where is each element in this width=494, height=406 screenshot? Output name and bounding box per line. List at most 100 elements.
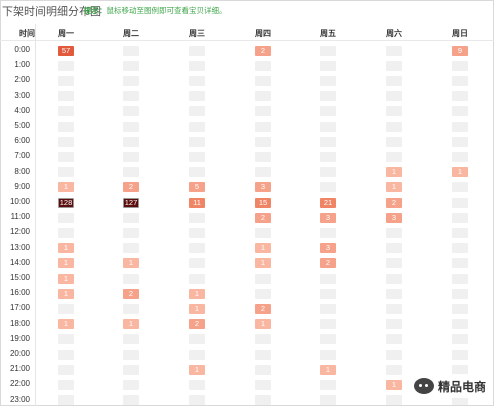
heatmap-cell-empty — [386, 75, 402, 86]
heatmap-cell-empty — [386, 243, 402, 254]
hour-label: 14:00 — [9, 257, 30, 267]
heatmap-cell[interactable]: 2 — [320, 258, 336, 269]
heatmap-cell[interactable]: 3 — [386, 212, 402, 223]
heatmap-cell[interactable]: 1 — [58, 243, 74, 254]
heatmap-cell[interactable]: 1 — [123, 319, 139, 330]
heatmap-cell[interactable]: 1 — [123, 258, 139, 269]
heatmap-cell-empty — [189, 258, 205, 269]
heatmap-cell-empty — [123, 136, 139, 147]
heatmap-cell-empty — [386, 121, 402, 132]
heatmap-cell[interactable]: 2 — [255, 212, 271, 223]
heatmap-cell-empty — [452, 182, 468, 193]
heatmap-cell-empty — [386, 288, 402, 299]
heatmap-cell[interactable]: 1 — [58, 258, 74, 269]
heatmap-cell-empty — [58, 167, 74, 178]
heatmap-cell[interactable]: 1 — [386, 379, 402, 390]
heatmap-cell-empty — [320, 273, 336, 284]
heatmap-cell[interactable]: 1 — [189, 303, 205, 314]
heatmap-cell[interactable]: 1 — [189, 364, 205, 375]
heatmap-cell[interactable]: 127 — [123, 197, 139, 208]
day-header-7: 周日 — [452, 29, 468, 38]
heatmap-cell-empty — [58, 151, 74, 162]
heatmap-cell[interactable]: 11 — [189, 197, 205, 208]
heatmap-cell-empty — [320, 303, 336, 314]
heatmap-cell-empty — [123, 379, 139, 390]
heatmap-cell-empty — [452, 334, 468, 345]
heatmap-cell[interactable]: 2 — [189, 319, 205, 330]
heatmap-cell[interactable]: 21 — [320, 197, 336, 208]
heatmap-cell[interactable]: 2 — [255, 303, 271, 314]
heatmap-cell-empty — [123, 45, 139, 56]
heatmap-cell-empty — [189, 45, 205, 56]
heatmap-cell-empty — [452, 364, 468, 375]
heatmap-cell-empty — [189, 91, 205, 102]
heatmap-cell-empty — [386, 303, 402, 314]
heatmap-cell-empty — [58, 227, 74, 238]
heatmap-cell[interactable]: 1 — [255, 319, 271, 330]
heatmap-cell-empty — [123, 212, 139, 223]
hour-label: 5:00 — [14, 121, 30, 130]
heatmap-cell-empty — [386, 334, 402, 345]
heatmap-cell-empty — [452, 106, 468, 117]
heatmap-cell[interactable]: 1 — [452, 167, 468, 178]
heatmap-cell-empty — [386, 364, 402, 375]
day-header-4: 周四 — [255, 29, 271, 38]
heatmap-cell-empty — [320, 121, 336, 132]
heatmap-cell[interactable]: 3 — [320, 243, 336, 254]
heatmap-cell[interactable]: 3 — [320, 212, 336, 223]
heatmap-cell[interactable]: 57 — [58, 45, 74, 56]
heatmap-cell[interactable]: 1 — [255, 258, 271, 269]
hour-label: 8:00 — [14, 166, 30, 176]
heatmap-cell-empty — [386, 395, 402, 406]
hour-label: 21:00 — [9, 364, 30, 374]
day-header-5: 周五 — [320, 29, 336, 38]
heatmap-cell[interactable]: 1 — [386, 167, 402, 178]
heatmap-cell[interactable]: 1 — [58, 273, 74, 284]
watermark-text: 精品电商 — [437, 379, 486, 394]
heatmap-cell[interactable]: 5 — [189, 182, 205, 193]
heatmap-cell[interactable]: 2 — [386, 197, 402, 208]
heatmap-cell[interactable]: 2 — [123, 288, 139, 299]
heatmap-cell[interactable]: 1 — [189, 288, 205, 299]
heatmap-cell-empty — [58, 395, 74, 406]
watermark: 精品电商 — [413, 374, 486, 398]
heatmap-cell-empty — [189, 121, 205, 132]
heatmap-cell-empty — [320, 60, 336, 71]
heatmap-cell[interactable]: 2 — [255, 45, 271, 56]
heatmap-cell-empty — [255, 167, 271, 178]
heatmap-cell-empty — [255, 136, 271, 147]
title-bar: 下架时间明细分布图 提示：鼠标移动至图例即可查看宝贝详细。 — [0, 0, 494, 22]
heatmap-cell[interactable]: 1 — [58, 182, 74, 193]
heatmap-cell-empty — [255, 151, 271, 162]
heatmap-cell[interactable]: 1 — [255, 243, 271, 254]
heatmap-cell-empty — [189, 273, 205, 284]
heatmap-cell-empty — [386, 106, 402, 117]
heatmap-cell-empty — [320, 75, 336, 86]
heatmap-cell-empty — [123, 227, 139, 238]
heatmap-cell[interactable]: 15 — [255, 197, 271, 208]
heatmap-cell-empty — [452, 121, 468, 132]
hour-label: 10:00 — [9, 197, 30, 206]
heatmap-cell[interactable]: 9 — [452, 45, 468, 56]
heatmap-cell[interactable]: 2 — [123, 182, 139, 193]
heatmap-cell[interactable]: 1 — [58, 319, 74, 330]
hour-label: 11:00 — [10, 212, 30, 222]
heatmap-cell-empty — [123, 151, 139, 162]
heatmap-cell-empty — [189, 151, 205, 162]
heatmap-cell-empty — [255, 106, 271, 117]
heatmap-cell[interactable]: 1 — [58, 288, 74, 299]
day-header-1: 周一 — [58, 29, 74, 38]
heatmap-cell-empty — [58, 106, 74, 117]
heatmap-cell-empty — [123, 121, 139, 132]
heatmap-cell-empty — [189, 349, 205, 360]
heatmap-cell-empty — [452, 91, 468, 102]
heatmap-cell[interactable]: 128 — [58, 197, 74, 208]
page-title: 下架时间明细分布图 — [2, 6, 101, 18]
heatmap-cell-empty — [320, 334, 336, 345]
heatmap-cell[interactable]: 1 — [320, 364, 336, 375]
hour-column-divider — [35, 24, 36, 406]
heatmap-cell[interactable]: 1 — [386, 182, 402, 193]
heatmap-cell-empty — [320, 379, 336, 390]
time-column-header: 时间 — [19, 29, 35, 38]
heatmap-cell[interactable]: 3 — [255, 182, 271, 193]
